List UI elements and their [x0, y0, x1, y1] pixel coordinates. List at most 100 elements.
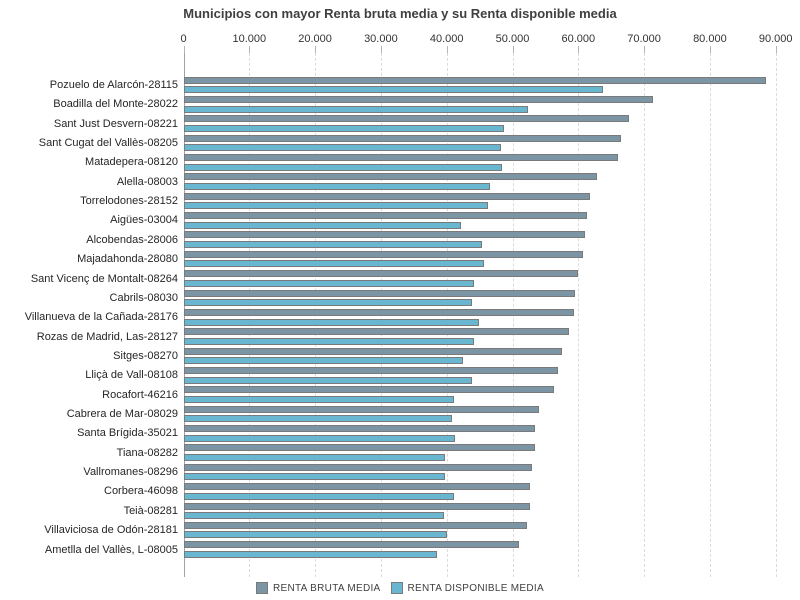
x-axis-tick-label: 80.000 — [693, 33, 727, 45]
y-axis-label: Cabrils-08030 — [109, 291, 178, 304]
bar-renta-bruta-media[interactable] — [184, 115, 629, 123]
bar-renta-disponible-media[interactable] — [184, 221, 462, 229]
x-gridline — [644, 53, 646, 577]
y-axis-label: Sitges-08270 — [113, 349, 178, 362]
x-axis-tick — [578, 46, 580, 53]
bar-renta-bruta-media[interactable] — [184, 76, 766, 84]
bar-renta-disponible-media[interactable] — [184, 415, 452, 423]
y-axis-label: Villaviciosa de Odón-28181 — [44, 524, 178, 537]
y-axis-label: Rocafort-46216 — [102, 388, 178, 401]
y-axis-label: Sant Vicenç de Montalt-08264 — [30, 272, 178, 285]
bar-renta-disponible-media[interactable] — [184, 105, 528, 113]
bar-renta-disponible-media[interactable] — [184, 124, 505, 132]
bar-renta-bruta-media[interactable] — [184, 95, 654, 103]
y-axis-label: Pozuelo de Alarcón-28115 — [49, 78, 178, 91]
bar-renta-disponible-media[interactable] — [184, 454, 446, 462]
bar-renta-disponible-media[interactable] — [184, 279, 475, 287]
y-axis-label: Sant Cugat del Vallès-08205 — [38, 136, 178, 149]
bar-renta-disponible-media[interactable] — [184, 434, 456, 442]
bar-renta-disponible-media[interactable] — [184, 299, 473, 307]
x-axis-tick — [446, 46, 448, 53]
legend-item[interactable]: RENTA DISPONIBLE MEDIA — [390, 582, 544, 594]
bar-renta-bruta-media[interactable] — [184, 328, 569, 336]
x-gridline — [578, 53, 580, 577]
y-axis-label: Sant Just Desvern-08221 — [53, 117, 178, 130]
x-axis-tick — [709, 46, 711, 53]
bar-renta-disponible-media[interactable] — [184, 86, 604, 94]
bar-renta-bruta-media[interactable] — [184, 483, 531, 491]
bar-renta-bruta-media[interactable] — [184, 134, 621, 142]
x-axis-tick — [644, 46, 646, 53]
bar-renta-disponible-media[interactable] — [184, 376, 472, 384]
bar-renta-bruta-media[interactable] — [184, 173, 598, 181]
x-axis-tick-label: 60.000 — [561, 33, 596, 45]
bar-renta-bruta-media[interactable] — [184, 405, 539, 413]
legend-label: RENTA DISPONIBLE MEDIA — [407, 582, 544, 594]
bar-renta-disponible-media[interactable] — [184, 260, 485, 268]
y-axis-label: Teià-08281 — [123, 504, 178, 517]
bar-renta-disponible-media[interactable] — [184, 183, 490, 190]
bar-renta-disponible-media[interactable] — [184, 144, 501, 152]
y-axis-label: Matadepera-08120 — [85, 156, 178, 169]
bar-renta-bruta-media[interactable] — [184, 541, 519, 549]
bar-renta-bruta-media[interactable] — [184, 367, 559, 374]
bar-renta-disponible-media[interactable] — [184, 337, 475, 345]
bar-renta-bruta-media[interactable] — [184, 308, 575, 316]
x-axis-tick-label: 10.000 — [232, 33, 267, 45]
bar-renta-disponible-media[interactable] — [184, 241, 483, 249]
bar-renta-bruta-media[interactable] — [184, 250, 583, 258]
bar-renta-bruta-media[interactable] — [184, 386, 554, 394]
x-axis-tick — [775, 46, 777, 53]
bar-renta-bruta-media[interactable] — [184, 154, 618, 162]
bar-renta-bruta-media[interactable] — [184, 347, 563, 355]
y-axis-label: Ametlla del Vallès, L-08005 — [44, 543, 178, 556]
bar-renta-disponible-media[interactable] — [184, 473, 446, 481]
y-axis-label: Villanueva de la Cañada-28176 — [24, 311, 178, 324]
y-axis-label: Corbera-46098 — [104, 485, 178, 498]
bar-renta-bruta-media[interactable] — [184, 502, 531, 510]
bar-renta-bruta-media[interactable] — [184, 444, 536, 452]
x-axis-tick-label: 40.000 — [429, 33, 464, 45]
bar-renta-disponible-media[interactable] — [184, 492, 454, 500]
y-axis-label: Alcobendas-28006 — [86, 233, 178, 246]
x-axis-tick — [249, 46, 251, 53]
y-axis-label: Vallromanes-08296 — [83, 466, 178, 479]
bar-renta-disponible-media[interactable] — [184, 202, 489, 210]
legend-swatch-icon — [256, 582, 268, 594]
bar-renta-bruta-media[interactable] — [184, 521, 527, 529]
y-axis-label: Tiana-08282 — [116, 446, 178, 459]
bar-renta-bruta-media[interactable] — [184, 212, 588, 220]
x-axis-tick — [183, 46, 185, 53]
bar-renta-bruta-media[interactable] — [184, 463, 533, 471]
bar-renta-bruta-media[interactable] — [184, 425, 536, 433]
legend-item[interactable]: RENTA BRUTA MEDIA — [256, 582, 381, 594]
y-axis-label: Santa Brígida-35021 — [77, 427, 178, 440]
y-axis-label: Rozas de Madrid, Las-28127 — [36, 330, 178, 343]
y-axis-label: Aigües-03004 — [110, 214, 178, 227]
bar-renta-bruta-media[interactable] — [184, 231, 585, 239]
legend: RENTA BRUTA MEDIA RENTA DISPONIBLE MEDIA — [0, 580, 800, 596]
bar-renta-disponible-media[interactable] — [184, 163, 503, 171]
bar-renta-disponible-media[interactable] — [184, 395, 454, 403]
chart-title: Municipios con mayor Renta bruta media y… — [183, 6, 617, 21]
x-axis-tick-label: 0 — [180, 33, 187, 45]
bar-renta-bruta-media[interactable] — [184, 270, 578, 278]
bar-renta-bruta-media[interactable] — [184, 192, 590, 200]
x-axis-tick — [380, 46, 382, 53]
y-axis-label: Cabrera de Mar-08029 — [66, 408, 178, 421]
y-axis-label: Boadilla del Monte-28022 — [53, 98, 178, 111]
bar-renta-disponible-media[interactable] — [184, 512, 444, 520]
y-axis-label: Majadahonda-28080 — [77, 253, 178, 266]
x-axis-tick-label: 30.000 — [364, 33, 398, 45]
x-axis-tick-label: 70.000 — [627, 33, 661, 45]
y-axis-label: Alella-08003 — [116, 175, 178, 188]
bar-renta-bruta-media[interactable] — [184, 289, 575, 297]
bar-renta-disponible-media[interactable] — [184, 531, 447, 539]
x-axis-tick — [315, 46, 317, 53]
bar-renta-disponible-media[interactable] — [184, 318, 479, 326]
x-gridline — [775, 53, 777, 577]
bar-renta-disponible-media[interactable] — [184, 357, 464, 365]
x-axis-tick — [512, 46, 514, 53]
bar-renta-disponible-media[interactable] — [184, 550, 438, 558]
